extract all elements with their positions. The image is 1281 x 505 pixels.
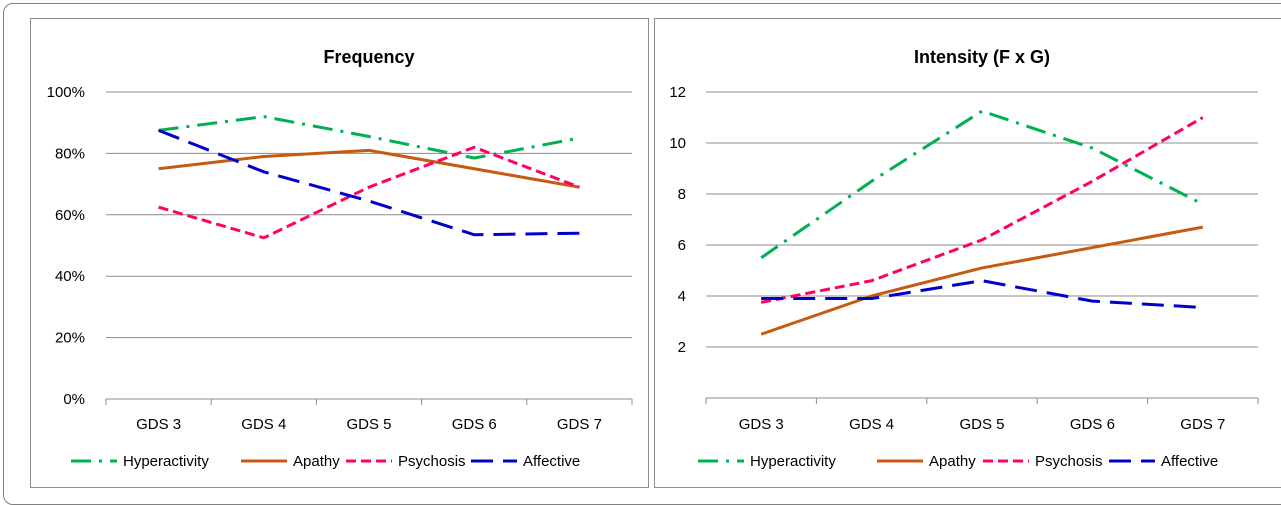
frequency-x-tick-label: GDS 4 — [241, 416, 286, 433]
frequency-x-tick-label: GDS 3 — [136, 416, 181, 433]
intensity-series-psychosis-line — [760, 116, 1204, 304]
frequency-x-tick-label: GDS 7 — [557, 416, 602, 433]
intensity-x-tick-label: GDS 3 — [739, 416, 784, 433]
frequency-chart-title: Frequency — [323, 47, 414, 67]
intensity-series-hyperactivity-line — [760, 109, 1204, 259]
intensity-legend-item-hyperactivity: Hyperactivity — [698, 453, 836, 470]
intensity-legend-item-psychosis: Psychosis — [983, 453, 1103, 470]
intensity-x-tick-label: GDS 6 — [1070, 416, 1115, 433]
intensity-chart: Intensity (F x G) 2 4 6 8 10 12 GDS 3 GDS 4 GDS 5… — [669, 47, 1259, 470]
intensity-legend-label-apathy: Apathy — [929, 453, 976, 470]
frequency-y-tick-label: 20% — [55, 330, 85, 347]
intensity-legend-label-hyperactivity: Hyperactivity — [750, 453, 836, 470]
intensity-y-tick-label: 10 — [669, 135, 686, 152]
frequency-series-hyperactivity-line — [158, 115, 580, 160]
frequency-y-tick-label: 60% — [55, 207, 85, 224]
frequency-y-tick-label: 0% — [63, 391, 85, 408]
frequency-y-tick-label: 100% — [47, 84, 85, 101]
frequency-legend-label-hyperactivity: Hyperactivity — [123, 453, 209, 470]
intensity-x-tick-label: GDS 5 — [959, 416, 1004, 433]
intensity-series-affective-line — [761, 279, 1203, 309]
intensity-x-tick-label: GDS 7 — [1180, 416, 1225, 433]
frequency-legend-item-affective: Affective — [471, 453, 580, 470]
frequency-x-tick-label: GDS 5 — [346, 416, 391, 433]
intensity-series-apathy-line — [760, 225, 1204, 336]
frequency-series-affective-line — [158, 128, 580, 237]
intensity-legend-item-apathy: Apathy — [877, 453, 976, 470]
intensity-y-tick-label: 8 — [678, 186, 686, 203]
frequency-y-tick-label: 40% — [55, 268, 85, 285]
frequency-x-tick-label: GDS 6 — [452, 416, 497, 433]
frequency-legend-item-apathy: Apathy — [241, 453, 340, 470]
frequency-chart-panel: Frequency 0% 20% 40% 60% 80% 100% GDS 3 GDS 4 GDS… — [30, 18, 649, 488]
frequency-legend-label-psychosis: Psychosis — [398, 453, 466, 470]
intensity-legend-label-psychosis: Psychosis — [1035, 453, 1103, 470]
intensity-x-tick-label: GDS 4 — [849, 416, 894, 433]
intensity-y-tick-label: 4 — [678, 288, 686, 305]
frequency-legend-label-affective: Affective — [523, 453, 580, 470]
frequency-legend-label-apathy: Apathy — [293, 453, 340, 470]
frequency-series-psychosis-line — [158, 145, 580, 240]
intensity-chart-title: Intensity (F x G) — [914, 47, 1050, 67]
frequency-series-apathy-line — [158, 148, 580, 189]
intensity-y-tick-label: 2 — [678, 339, 686, 356]
frequency-chart: Frequency 0% 20% 40% 60% 80% 100% GDS 3 GDS 4 GDS… — [47, 47, 633, 470]
intensity-chart-panel: Intensity (F x G) 2 4 6 8 10 12 GDS 3 GDS 4 GDS 5… — [654, 18, 1281, 488]
intensity-legend-item-affective: Affective — [1109, 453, 1218, 470]
intensity-legend-label-affective: Affective — [1161, 453, 1218, 470]
frequency-legend-item-psychosis: Psychosis — [346, 453, 466, 470]
intensity-y-tick-label: 12 — [669, 84, 686, 101]
frequency-legend-item-hyperactivity: Hyperactivity — [71, 453, 209, 470]
intensity-y-tick-label: 6 — [678, 237, 686, 254]
frequency-y-tick-label: 80% — [55, 145, 85, 162]
